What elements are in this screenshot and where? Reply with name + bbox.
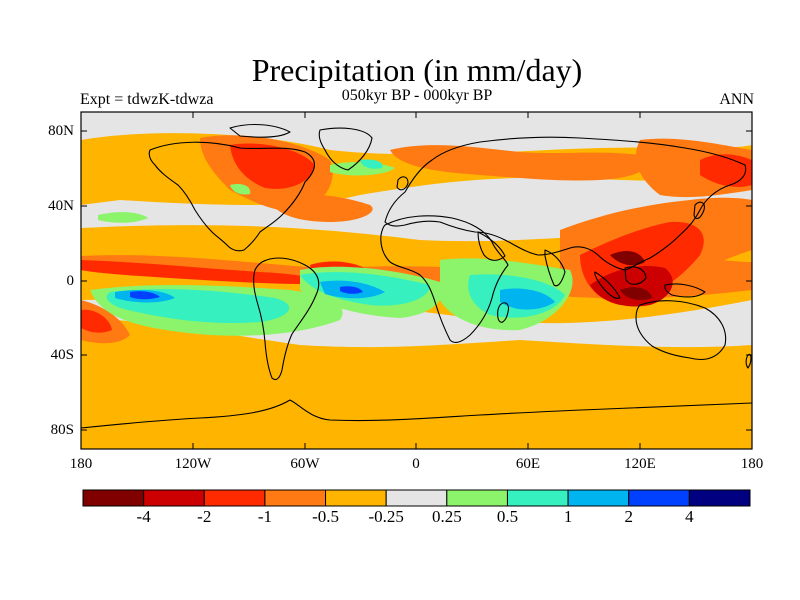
anomaly-region [500,288,555,310]
coastline-africa [380,215,509,344]
colorbar-tick-label: -2 [197,507,212,526]
anomaly-region [590,265,673,307]
coastline-australia [635,300,727,361]
colorbar-tick-label: 0.5 [496,507,519,526]
anomaly-region [360,159,383,169]
coastline-eurasia [384,136,747,271]
anomaly-region [340,286,363,294]
colorbar-tick-label: -4 [136,507,151,526]
axis-ticks [81,112,752,449]
anomaly-fields [81,133,752,449]
colorbar-tick-label: 0.25 [431,507,462,526]
colorbar-tick-label: -0.25 [368,507,404,526]
colorbar-box [143,489,205,507]
anomaly-region [230,184,251,195]
anomaly-region [620,287,652,300]
anomaly-region [81,309,112,333]
colorbar-tick-label: 2 [624,507,633,526]
anomaly-region [390,145,648,181]
coastline-sumatra [594,271,621,299]
lon-label-120w: 120W [174,456,212,472]
lon-label-60w: 60W [290,456,320,472]
coastline-borneo [624,266,647,285]
anomaly-region [610,250,645,266]
colorbar-box [264,489,327,507]
coastline-india [544,249,566,287]
colorbar-tick-label: 1 [563,507,573,526]
anomaly-region [130,291,160,300]
coastline-north-america [148,141,315,252]
colorbar-box [628,489,690,507]
colorbar-tick-label: -0.5 [312,507,339,526]
lat-label-40n: 40N [48,198,74,214]
lon-label-60e: 60E [515,456,541,472]
colorbar-box [203,489,266,507]
anomaly-region [81,400,752,449]
coastline-britain [396,176,409,191]
colorbar-box [325,489,387,507]
lat-label-40s: 40S [50,347,74,363]
experiment-label: Expt = tdwzK-tdwza [80,91,214,108]
colorbar-box [506,489,569,507]
colorbar-box [446,489,508,507]
coastline-new-guinea [664,283,706,298]
colorbar-box [82,489,145,507]
coastline-madagascar [497,302,509,323]
coastline-antarctica [81,399,752,429]
season-label: ANN [719,91,754,108]
period-label: 050kyr BP - 000kyr BP [341,87,493,104]
colorbar-box [385,489,448,507]
lat-label-80s: 80S [50,422,74,438]
anomaly-region [270,194,373,222]
colorbar [82,489,751,507]
colorbar-box [688,489,751,507]
lon-label-0: 0 [412,456,420,472]
map-title: Precipitation (in mm/day) [251,52,583,88]
anomaly-region [98,212,148,223]
coastline-arctic-islands [229,123,291,138]
coastlines [81,123,752,429]
lat-label-equator: 0 [66,273,75,289]
colorbar-tick-label: -1 [257,507,272,526]
colorbar-box [567,489,630,507]
anomaly-region [81,260,313,284]
anomaly-region [230,143,315,189]
coastline-greenland [318,127,373,171]
lon-label-180w: 180 [69,456,93,472]
lon-label-120e: 120E [624,456,656,472]
coastline-south-america [253,257,320,381]
colorbar-tick-label: 4 [685,507,694,526]
coastline-arabia [477,231,506,261]
coastline-japan [693,201,705,220]
lat-label-80n: 80N [48,123,74,139]
lon-label-180e: 180 [740,456,764,472]
